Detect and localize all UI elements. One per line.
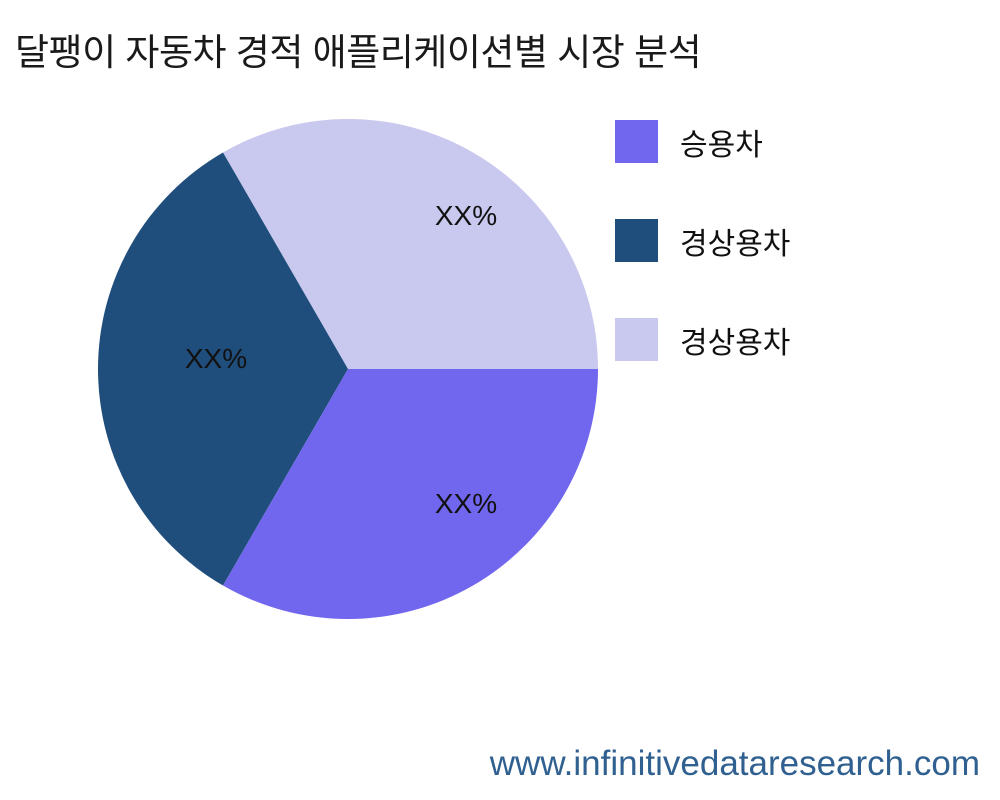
legend-item-commercial-dark: 경상용차 (615, 219, 790, 262)
legend-swatch-rect (615, 120, 658, 163)
legend-item-commercial-light: 경상용차 (615, 318, 790, 361)
slice-label-commercial-light: XX% (435, 200, 497, 231)
legend-label-commercial-dark: 경상용차 (680, 227, 791, 261)
pie-slice-commercial-light (223, 118, 598, 370)
pie-slice-commercial-dark (97, 152, 348, 586)
legend-swatch-rect (615, 318, 658, 361)
legend-swatch-passenger-icon (615, 120, 658, 163)
legend: 승용차 경상용차 경상용차 (615, 120, 790, 361)
legend-swatch-commercial-dark-icon (615, 219, 658, 262)
footer-website-url: www.infinitivedataresearch.com (489, 744, 980, 783)
chart-title: 달팽이 자동차 경적 애플리케이션별 시장 분석 (15, 32, 702, 73)
legend-label-commercial-light: 경상용차 (680, 326, 791, 360)
legend-swatch-rect (615, 219, 658, 262)
legend-label-passenger: 승용차 (680, 128, 763, 162)
pie-slice-passenger (223, 369, 598, 620)
slice-label-commercial-dark: XX% (185, 343, 247, 374)
slice-label-passenger: XX% (435, 488, 497, 519)
legend-item-passenger: 승용차 (615, 120, 790, 163)
legend-swatch-commercial-light-icon (615, 318, 658, 361)
